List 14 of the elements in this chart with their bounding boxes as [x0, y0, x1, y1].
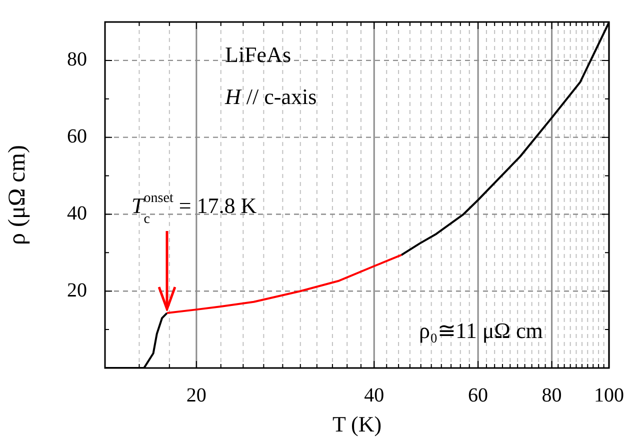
- y-tick-label: 60: [67, 126, 87, 148]
- y-tick-label: 40: [67, 202, 87, 224]
- x-tick-label: 40: [364, 384, 384, 406]
- annotation: LiFeAs: [225, 42, 291, 67]
- x-tick-label: 100: [594, 384, 624, 406]
- x-tick-label: 20: [186, 384, 206, 406]
- x-tick-label: 80: [542, 384, 562, 406]
- x-tick-label: 60: [468, 384, 488, 406]
- annotation: H // c-axis: [224, 84, 317, 109]
- annotation: ρ₀≅11 μΩ cm: [419, 318, 543, 343]
- y-axis-title: ρ (μΩ cm): [4, 145, 31, 245]
- y-tick-label: 80: [67, 48, 87, 71]
- x-axis-title: T (K): [332, 412, 382, 437]
- y-tick-label: 20: [67, 279, 87, 302]
